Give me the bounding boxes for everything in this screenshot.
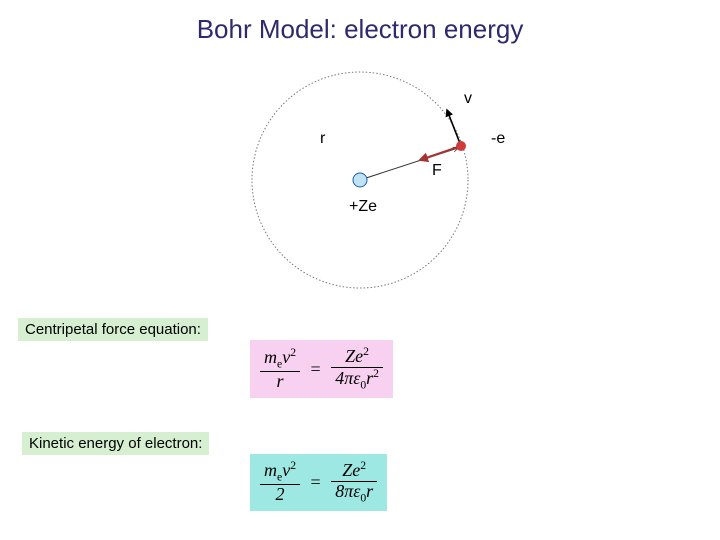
label-r: r bbox=[320, 130, 325, 148]
kinetic-caption: Kinetic energy of electron: bbox=[22, 432, 209, 455]
kinetic-equation: mev2 2 = Ze2 8πε0r bbox=[250, 454, 387, 511]
slide-title: Bohr Model: electron energy bbox=[0, 14, 720, 45]
centripetal-caption: Centripetal force equation: bbox=[18, 318, 208, 341]
velocity-arrow bbox=[447, 110, 461, 146]
bohr-diagram: v r F +Ze -e bbox=[210, 60, 510, 300]
force-arrow bbox=[420, 146, 461, 160]
centripetal-equation: mev2 r = Ze2 4πε0r2 bbox=[250, 340, 393, 398]
nucleus-dot bbox=[353, 173, 367, 187]
label-Ze: +Ze bbox=[349, 198, 377, 216]
label-minus-e: -e bbox=[491, 130, 505, 148]
label-v: v bbox=[464, 90, 472, 108]
electron-dot bbox=[456, 141, 466, 151]
label-F: F bbox=[432, 162, 442, 180]
